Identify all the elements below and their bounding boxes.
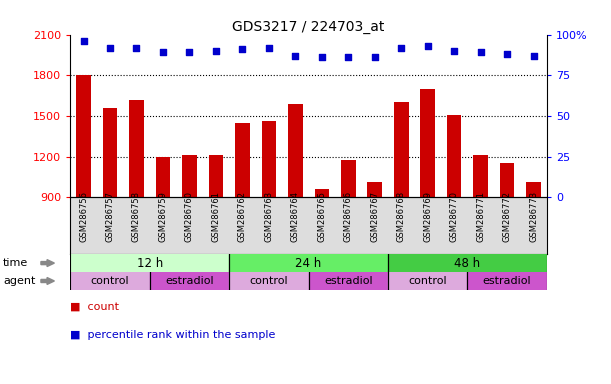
Bar [229,272,309,290]
Point [449,48,459,54]
Bar [182,155,197,197]
Point [105,45,115,51]
Bar [420,89,435,197]
Bar [262,121,276,197]
Point [131,45,141,51]
Point [79,38,89,44]
Bar [309,272,388,290]
Text: ■  percentile rank within the sample: ■ percentile rank within the sample [70,330,276,340]
Bar [341,160,356,197]
Bar [129,99,144,197]
Bar [467,272,547,290]
Bar [388,254,547,272]
Text: estradiol: estradiol [483,276,532,286]
Bar [229,254,388,272]
Text: agent: agent [3,276,35,286]
Text: control: control [408,276,447,286]
Point [370,54,379,60]
Bar [208,155,223,197]
Bar [394,102,409,197]
Text: 24 h: 24 h [296,257,321,270]
Bar [526,182,541,197]
Point [238,46,247,52]
Point [502,51,512,57]
Bar [156,157,170,197]
Bar [70,254,229,272]
Text: control: control [90,276,130,286]
Text: 12 h: 12 h [137,257,163,270]
Bar [76,75,91,197]
Point [185,50,194,56]
Point [529,53,538,59]
Bar [367,182,382,197]
Bar [500,163,514,197]
Bar [70,272,150,290]
Bar [288,104,302,197]
Point [423,43,433,49]
Text: 48 h: 48 h [455,257,480,270]
Point [264,45,274,51]
Bar [474,155,488,197]
Text: estradiol: estradiol [165,276,214,286]
Bar [315,189,329,197]
Text: ■  count: ■ count [70,301,119,311]
Text: time: time [3,258,28,268]
Point [476,50,486,56]
Bar [103,108,117,197]
Bar [235,122,250,197]
Bar [447,114,461,197]
Point [343,54,353,60]
Text: control: control [249,276,288,286]
Bar [388,272,467,290]
Point [317,54,327,60]
Point [290,53,300,59]
Point [211,48,221,54]
Point [158,50,168,56]
Bar [150,272,229,290]
Point [397,45,406,51]
Title: GDS3217 / 224703_at: GDS3217 / 224703_at [232,20,385,33]
Text: estradiol: estradiol [324,276,373,286]
